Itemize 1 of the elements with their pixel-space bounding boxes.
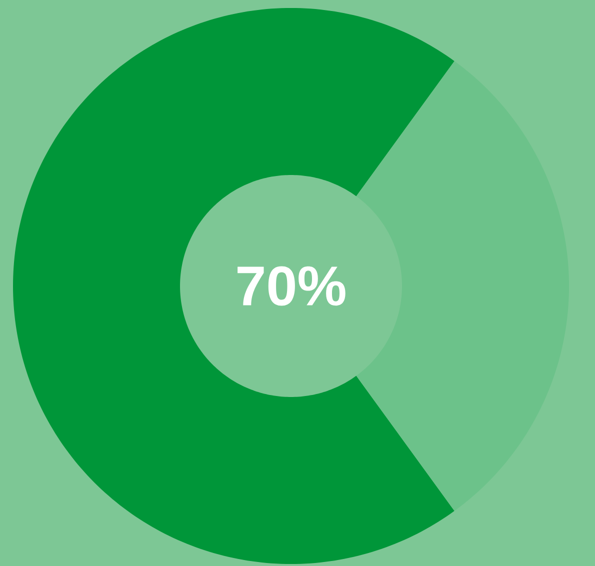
- text: 70%: [238, 266, 346, 306]
